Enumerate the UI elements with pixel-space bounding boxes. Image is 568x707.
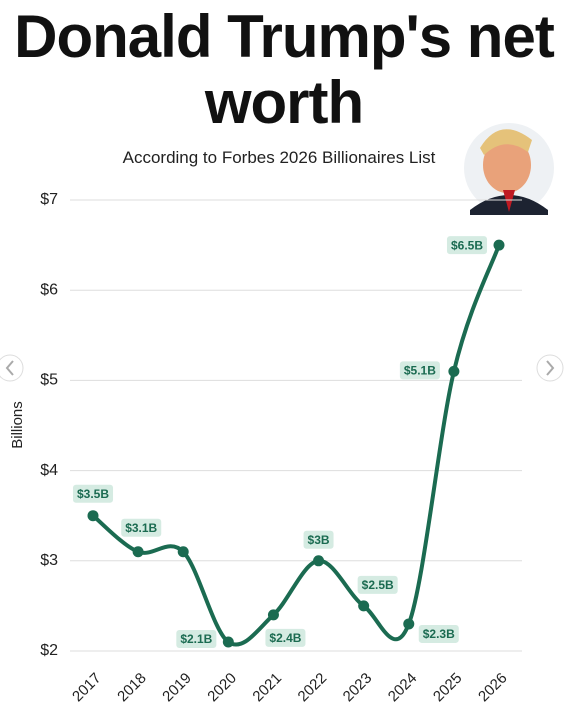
value-label-bg — [72, 484, 114, 503]
x-tick-label: 2018 — [114, 670, 150, 706]
value-label-text: $3.1B — [125, 521, 157, 535]
value-label: $2.3B — [418, 624, 459, 643]
point — [358, 600, 370, 612]
x-tick-label: 2023 — [340, 670, 376, 706]
chart-title: Donald Trump's net worth — [14, 3, 555, 136]
value-label-bg — [176, 629, 217, 648]
point — [493, 239, 505, 251]
y-axis-label: Billions — [9, 401, 26, 449]
point — [313, 555, 325, 567]
x-tick-label: 2017 — [69, 670, 105, 706]
y-tick-label: $3 — [40, 552, 58, 569]
value-label-text: $2.3B — [423, 627, 455, 641]
y-tick-label: $2 — [40, 642, 58, 659]
x-tick-label: 2019 — [159, 670, 195, 706]
value-label-bg — [121, 518, 162, 537]
value-label-text: $2.5B — [362, 578, 394, 592]
point — [222, 636, 234, 648]
x-tick-label: 2020 — [204, 670, 240, 706]
value-label-bg — [357, 575, 398, 594]
value-label: $3B — [303, 530, 334, 549]
point — [267, 609, 279, 621]
point — [132, 546, 144, 558]
value-label: $3.1B — [121, 518, 162, 537]
y-tick-label: $7 — [40, 191, 58, 208]
value-label-text: $5.1B — [404, 364, 436, 378]
value-label-text: $3.5B — [77, 487, 109, 501]
value-label-text: $2.1B — [180, 632, 212, 646]
value-label-text: $2.4B — [269, 631, 301, 645]
value-label-bg — [446, 236, 488, 255]
value-label: $3.5B — [72, 484, 114, 503]
x-tick-label: 2024 — [385, 670, 421, 706]
carousel-next[interactable] — [536, 354, 564, 382]
value-label: $2.1B — [176, 629, 217, 648]
x-tick-label: 2026 — [475, 670, 511, 706]
point — [87, 510, 99, 522]
y-tick-label: $5 — [40, 372, 58, 389]
value-label-bg — [418, 624, 459, 643]
x-tick-label: 2022 — [295, 670, 331, 706]
value-label: $6.5B — [446, 236, 488, 255]
y-tick-label: $6 — [40, 281, 58, 298]
value-label-text: $6.5B — [451, 238, 483, 252]
value-label-text: $3B — [308, 533, 330, 547]
point — [403, 618, 415, 630]
line — [91, 244, 501, 647]
point — [177, 546, 189, 558]
value-label-bg — [303, 530, 334, 549]
chart-subtitle: According to Forbes 2026 Billionaires Li… — [122, 148, 436, 167]
portrait — [464, 123, 554, 215]
point — [448, 365, 460, 377]
value-label-bg — [265, 628, 306, 647]
x-tick-label: 2025 — [430, 670, 466, 706]
x-tick-label: 2021 — [249, 670, 285, 706]
value-label: $5.1B — [399, 361, 440, 380]
value-label: $2.4B — [265, 628, 306, 647]
carousel-prev[interactable] — [0, 354, 24, 382]
value-label-bg — [399, 361, 440, 380]
value-label: $2.5B — [357, 575, 398, 594]
y-tick-label: $4 — [40, 462, 58, 479]
